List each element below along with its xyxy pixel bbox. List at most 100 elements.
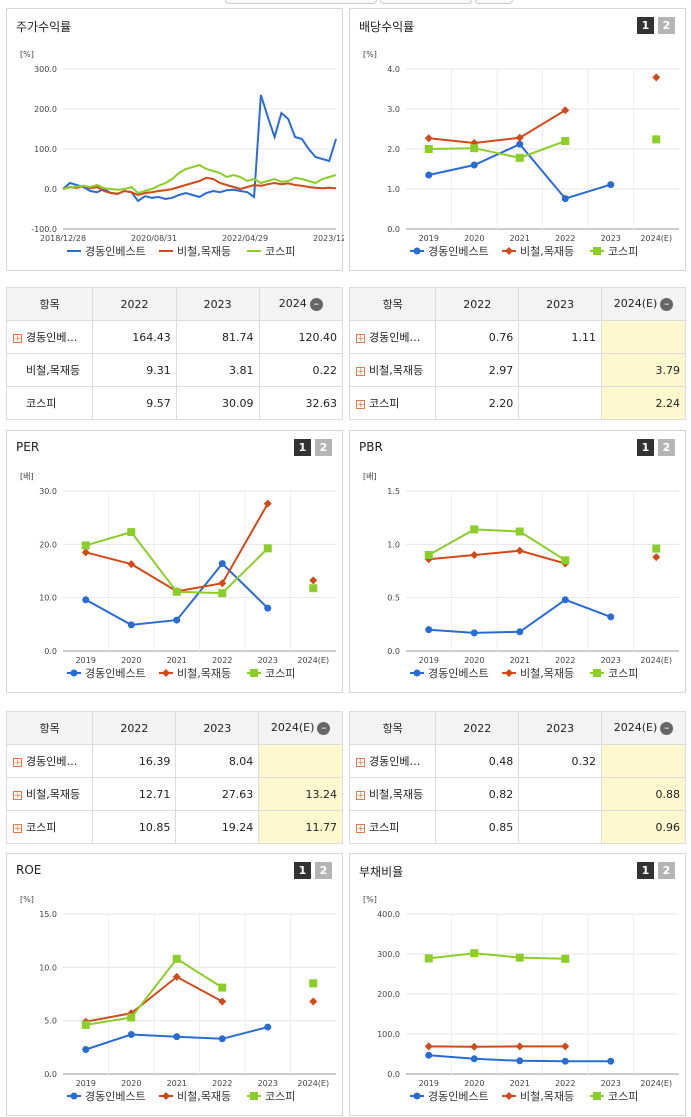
column-header-label: 항목	[383, 722, 403, 735]
expand-icon[interactable]: +	[13, 758, 22, 767]
data-point	[516, 547, 524, 555]
data-point	[425, 954, 433, 962]
column-header-label: 2024(E)	[271, 721, 315, 734]
collapse-icon[interactable]: –	[660, 298, 673, 311]
legend-marker	[593, 669, 601, 677]
expand-icon[interactable]: +	[356, 791, 365, 800]
row-label: +경동인베…	[7, 321, 93, 354]
toolbar-button[interactable]	[225, 0, 377, 4]
data-point	[562, 596, 569, 603]
collapse-icon[interactable]: –	[317, 722, 330, 735]
table-cell: 12.71	[93, 778, 176, 811]
collapse-icon[interactable]: –	[660, 722, 673, 735]
table-cell: 13.24	[259, 778, 343, 811]
data-point	[425, 551, 433, 559]
toolbar-button[interactable]	[380, 0, 472, 4]
table-cell: 9.31	[93, 354, 176, 387]
legend-marker	[71, 670, 78, 677]
series-0	[82, 1024, 271, 1053]
table-cell: 19.24	[176, 811, 259, 844]
legend-marker	[250, 1092, 258, 1100]
legend-label: 경동인베스트	[428, 245, 489, 258]
table-cell: 2.97	[436, 354, 519, 387]
legend-marker	[162, 669, 170, 677]
column-header: 2024(E)–	[602, 712, 686, 745]
data-point	[218, 984, 226, 992]
row-label: +비철,목재등	[350, 778, 436, 811]
x-tick-label: 2020	[464, 234, 484, 243]
legend-label: 코스피	[608, 667, 638, 680]
x-tick-label: 2023	[258, 1079, 278, 1088]
series-0	[425, 141, 614, 202]
data-point	[309, 584, 317, 592]
collapse-icon[interactable]: –	[310, 298, 323, 311]
data-point	[607, 181, 614, 188]
x-tick-label: 2024(E)	[640, 656, 672, 665]
y-unit-label: [%]	[20, 50, 34, 59]
legend-marker	[414, 1093, 421, 1100]
data-point	[128, 621, 135, 628]
data-point	[127, 1013, 135, 1021]
column-header: 항목	[7, 712, 93, 745]
expand-icon[interactable]: +	[356, 824, 365, 833]
table-cell	[519, 811, 602, 844]
legend-label: 비철,목재등	[520, 1090, 574, 1103]
legend-label: 경동인베스트	[428, 667, 489, 680]
toolbar-button[interactable]	[475, 0, 513, 4]
expand-icon[interactable]: +	[356, 758, 365, 767]
expand-icon[interactable]: +	[13, 791, 22, 800]
row-label: +코스피	[350, 387, 436, 420]
x-tick-label: 2024(E)	[640, 1079, 672, 1088]
series-line-1	[63, 178, 336, 195]
table-cell: 3.81	[176, 354, 259, 387]
expand-icon[interactable]: +	[13, 824, 22, 833]
table-cell: 2.20	[436, 387, 519, 420]
expand-icon[interactable]: +	[356, 334, 365, 343]
x-tick-label: 2020	[464, 656, 484, 665]
column-header: 2022	[436, 712, 519, 745]
x-tick-label: 2023	[601, 656, 621, 665]
x-tick-label: 2023	[258, 656, 278, 665]
data-point	[652, 553, 660, 561]
data-point	[309, 997, 317, 1005]
data-point	[82, 596, 89, 603]
x-tick-label: 2021	[510, 1079, 530, 1088]
row-label-text: 경동인베…	[369, 755, 420, 768]
row-label: +코스피	[350, 811, 436, 844]
column-header-label: 2023	[203, 722, 231, 735]
expand-icon[interactable]: +	[13, 334, 22, 343]
legend-label: 비철,목재등	[177, 1090, 231, 1103]
data-point	[425, 134, 433, 142]
x-tick-label: 2020	[121, 1079, 141, 1088]
x-tick-label: 2020	[121, 656, 141, 665]
data-point	[309, 979, 317, 987]
y-unit-label: [배]	[363, 472, 377, 481]
row-label-text: 경동인베…	[369, 331, 420, 344]
data-point	[562, 1058, 569, 1065]
series-line	[86, 532, 268, 593]
expand-icon[interactable]: +	[356, 367, 365, 376]
data-point	[425, 145, 433, 153]
legend-marker	[414, 670, 421, 677]
x-tick-label: 2023	[601, 234, 621, 243]
column-header: 2024(E)–	[259, 712, 343, 745]
table-cell: 0.82	[436, 778, 519, 811]
column-header-label: 2023	[546, 298, 574, 311]
y-tick-label: 200.0	[377, 990, 400, 999]
expand-icon[interactable]: +	[356, 400, 365, 409]
data-point	[562, 195, 569, 202]
data-point	[470, 551, 478, 559]
data-point	[218, 579, 226, 587]
